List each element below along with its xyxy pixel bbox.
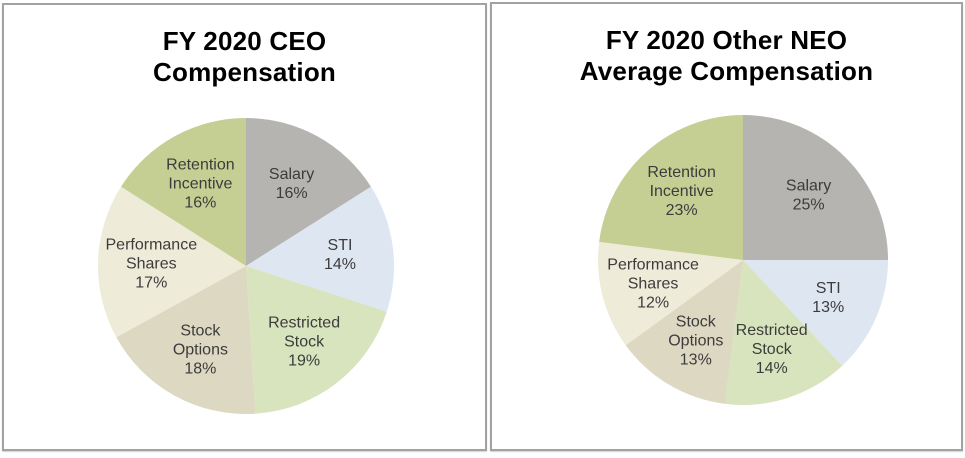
- pie-slice-stock-options: [625, 260, 743, 404]
- slice-label: Performance Shares 12%: [607, 257, 699, 312]
- pie-slice-retention-incentive: [599, 114, 743, 260]
- pie-slice-restricted-stock: [246, 266, 387, 414]
- pie-slice-salary: [246, 118, 371, 266]
- slice-label: Stock Options 13%: [668, 313, 723, 368]
- pie-slice-salary: [743, 115, 888, 260]
- title-line: FY 2020 Other NEO: [605, 25, 848, 55]
- slice-label: STI 14%: [324, 237, 356, 273]
- slice-label: Retention Incentive 16%: [166, 157, 235, 212]
- pie-slice-performance-shares: [597, 241, 743, 346]
- pie-slice-stock-options: [116, 266, 256, 415]
- pie-slice-sti: [743, 260, 888, 366]
- title-line: Compensation: [153, 57, 336, 87]
- ceo-compensation-pie: Salary 16% STI 14% Restricted Stock 19% Stock Op…: [98, 118, 395, 415]
- pie-slice-retention-incentive: [121, 118, 246, 266]
- ceo-compensation-panel: Salary 16% STI 14% Restricted Stock 19% Stock Op…: [2, 3, 487, 451]
- slice-label: Salary 16%: [269, 166, 314, 202]
- neo-compensation-pie: Salary 25% STI 13%Restricted Stock 14%Stock Op…: [597, 114, 888, 406]
- title-line: FY 2020 CEO: [162, 26, 327, 56]
- slice-label: Restricted Stock 14%: [736, 322, 808, 377]
- slice-label: Restricted Stock 19%: [268, 314, 340, 369]
- slice-label: Performance Shares 17%: [106, 237, 198, 292]
- slice-label: Stock Options 18%: [173, 323, 228, 378]
- slice-label: Retention Incentive 23%: [647, 164, 716, 219]
- title-line: Average Compensation: [579, 56, 874, 86]
- pie-slice-sti: [246, 186, 395, 312]
- slice-label: Salary 25%: [786, 177, 831, 213]
- slice-label: STI 13%: [812, 280, 844, 316]
- pie-slice-restricted-stock: [724, 260, 843, 406]
- neo-compensation-panel: Salary 25% STI 13% Restricted Stock 14% Stock Op…: [490, 2, 963, 451]
- ceo-chart-title: FY 2020 CEO Compensation: [4, 5, 485, 88]
- neo-chart-title: FY 2020 Other NEO Average Compensation: [492, 4, 961, 87]
- pie-slice-performance-shares: [98, 186, 246, 338]
